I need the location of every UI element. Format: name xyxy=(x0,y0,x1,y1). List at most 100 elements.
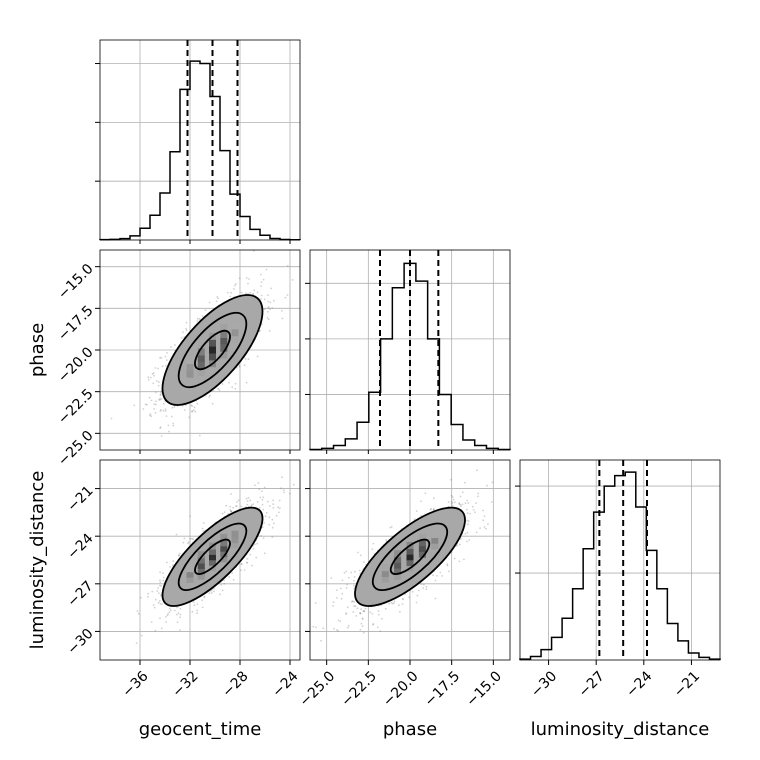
sample-point xyxy=(158,592,160,594)
density-cell xyxy=(209,547,216,555)
x-tick-label: −21 xyxy=(671,668,703,700)
sample-point xyxy=(398,604,400,607)
sample-point xyxy=(223,582,226,585)
sample-point xyxy=(475,531,478,534)
density-cell xyxy=(220,331,228,338)
sample-point xyxy=(240,291,243,294)
density-cell xyxy=(394,567,402,575)
density-cell xyxy=(197,362,205,369)
histogram-panel-phase xyxy=(305,249,511,451)
sample-point xyxy=(229,295,232,298)
sample-point xyxy=(178,554,180,557)
sample-point xyxy=(346,583,349,586)
panel-content xyxy=(135,476,295,644)
sample-point xyxy=(267,306,270,308)
sample-point xyxy=(168,611,171,614)
sample-point xyxy=(144,403,147,405)
sample-point xyxy=(167,424,170,427)
sample-point xyxy=(247,496,250,499)
sample-point xyxy=(185,329,188,332)
sample-point xyxy=(158,398,160,401)
sample-point xyxy=(450,478,452,481)
sample-point xyxy=(182,331,184,333)
sample-point xyxy=(170,415,173,418)
sample-point xyxy=(439,571,442,574)
sample-point xyxy=(176,613,178,616)
sample-point xyxy=(168,607,171,610)
density-cell xyxy=(197,368,205,376)
sample-point xyxy=(422,587,424,589)
sample-point xyxy=(203,596,206,599)
sample-point xyxy=(286,265,289,267)
sample-point xyxy=(185,327,188,330)
sample-point xyxy=(261,526,264,529)
x-tick-label: −17.5 xyxy=(422,668,464,710)
sample-point xyxy=(154,412,157,414)
sample-point xyxy=(347,576,350,579)
sample-point xyxy=(228,576,231,578)
sample-point xyxy=(390,525,393,528)
sample-point xyxy=(158,600,161,602)
sample-point xyxy=(425,585,428,588)
sample-point xyxy=(164,355,167,358)
sample-point xyxy=(149,413,152,415)
y-tick-label: −15.0 xyxy=(55,261,97,303)
sample-point xyxy=(240,563,243,565)
sample-point xyxy=(147,376,150,379)
sample-point xyxy=(150,415,153,418)
sample-point xyxy=(271,526,274,529)
sample-point xyxy=(282,489,285,491)
density-cell xyxy=(231,322,239,330)
sample-point xyxy=(272,499,275,502)
sample-point xyxy=(260,534,262,537)
sample-point xyxy=(201,315,204,318)
sample-point xyxy=(193,406,196,409)
sample-point xyxy=(172,424,175,427)
sample-point xyxy=(151,590,154,593)
sample-point xyxy=(340,597,343,600)
x-tick-label: −20.0 xyxy=(380,668,422,710)
sample-point xyxy=(150,399,153,402)
sample-point xyxy=(145,403,148,406)
2d-panel-geocent_time-vs-phase: −25.0−22.5−20.0−17.5−15.0 xyxy=(55,249,301,469)
sample-point xyxy=(447,501,450,503)
x-tick-label: −15.0 xyxy=(463,668,505,710)
sample-point xyxy=(223,511,226,513)
sample-point xyxy=(161,603,163,605)
sample-point xyxy=(330,577,333,579)
sample-point xyxy=(252,250,255,252)
sample-point xyxy=(185,321,188,324)
sample-point xyxy=(201,606,204,609)
density-cell xyxy=(197,341,205,349)
density-cell xyxy=(231,336,239,343)
sample-point xyxy=(213,587,215,590)
density-cell xyxy=(231,329,239,337)
sample-point xyxy=(171,406,174,409)
sample-point xyxy=(432,574,434,577)
sample-point xyxy=(249,499,252,502)
y-tick-label: −24 xyxy=(64,530,96,562)
sample-point xyxy=(461,491,464,494)
sample-point xyxy=(363,609,366,612)
sample-point xyxy=(359,612,361,614)
sample-point xyxy=(384,607,387,610)
sample-point xyxy=(173,344,176,346)
density-cell xyxy=(209,558,216,566)
sample-point xyxy=(283,491,286,494)
sample-point xyxy=(153,408,156,410)
density-cell xyxy=(431,542,439,550)
sample-point xyxy=(362,631,365,634)
sample-point xyxy=(356,607,359,610)
sample-point xyxy=(172,564,174,567)
sample-point xyxy=(180,337,183,339)
sample-point xyxy=(261,503,264,506)
sample-point xyxy=(176,606,179,609)
sample-point xyxy=(139,596,142,599)
sample-point xyxy=(162,572,165,574)
sample-point xyxy=(351,600,354,603)
contour-line-2 xyxy=(177,311,248,389)
sample-point xyxy=(152,382,155,385)
sample-point xyxy=(391,602,394,605)
sample-point xyxy=(150,621,153,623)
density-cell xyxy=(418,545,426,552)
